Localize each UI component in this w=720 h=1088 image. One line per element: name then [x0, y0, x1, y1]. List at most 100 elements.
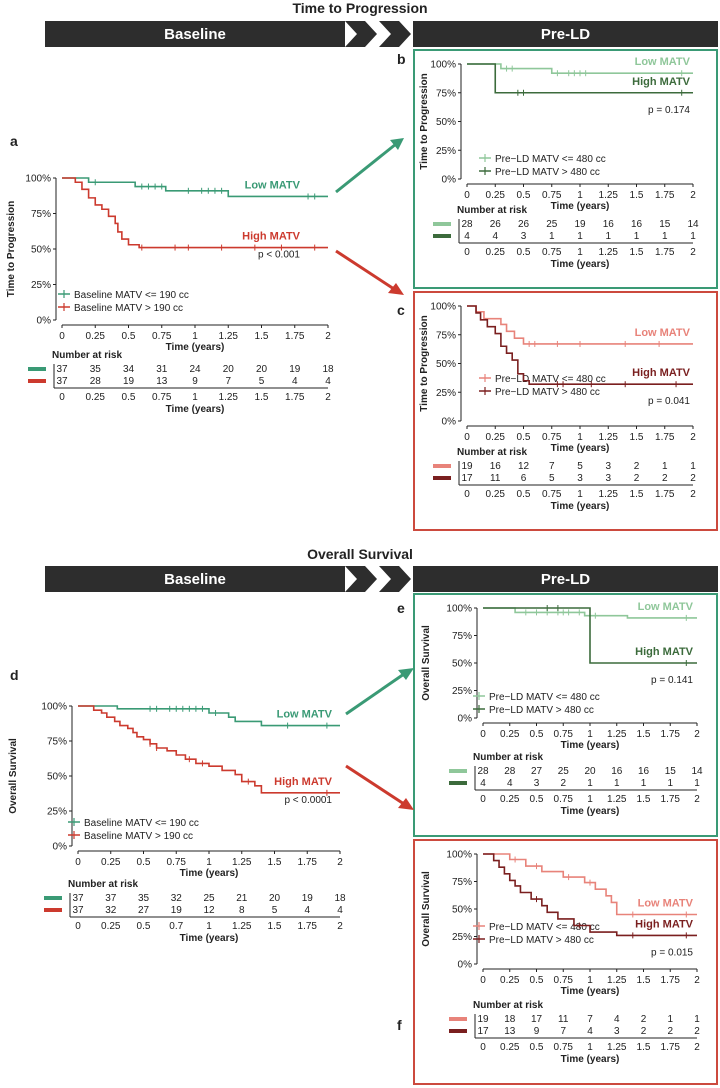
panel-c-frame: [413, 291, 718, 531]
km-curve-high: [483, 607, 697, 664]
legend-entry: Baseline MATV > 190 cc: [74, 303, 183, 314]
risk-value: 9: [192, 376, 198, 387]
series-label-low: Low MATV: [635, 56, 691, 68]
y-tick-label: 25%: [452, 932, 472, 943]
risk-value: 9: [534, 1026, 540, 1037]
y-tick-label: 0%: [37, 316, 52, 327]
risk-x-tick-label: 1: [587, 794, 593, 805]
risk-value: 26: [518, 219, 530, 230]
risk-x-tick-label: 1.75: [661, 1042, 681, 1053]
km-chart-b: 0% 25% 50% 75% 100% 0 0.25 0.5 0.75 1 1.25 1.5 1.75 2…: [419, 56, 699, 270]
risk-value: 37: [72, 893, 84, 904]
risk-value: 25: [558, 766, 570, 777]
y-tick-label: 100%: [430, 60, 456, 71]
risk-value: 1: [694, 1014, 700, 1025]
risk-x-tick-label: 0.5: [517, 489, 531, 500]
x-tick-label: 2: [694, 729, 700, 740]
risk-x-tick-label: 0.25: [101, 921, 121, 932]
risk-value: 2: [560, 778, 566, 789]
x-tick-label: 1.75: [655, 432, 675, 443]
risk-x-tick-label: 0.5: [517, 247, 531, 258]
risk-value: 27: [138, 905, 150, 916]
risk-value: 1: [587, 778, 593, 789]
panel-letter-c: c: [397, 302, 405, 318]
risk-x-tick-label: 0.75: [542, 489, 562, 500]
x-tick-label: 0.75: [542, 190, 562, 201]
risk-value: 12: [203, 905, 215, 916]
risk-x-tick-label: 1.5: [637, 1042, 651, 1053]
risk-x-tick-label: 0.25: [486, 247, 506, 258]
risk-value: 2: [634, 461, 640, 472]
risk-table-title: Number at risk: [473, 752, 543, 763]
risk-value: 37: [72, 905, 84, 916]
y-tick-label: 75%: [436, 88, 456, 99]
x-tick-label: 0.5: [517, 190, 531, 201]
series-label-high: High MATV: [632, 367, 691, 379]
x-axis-label: Time (years): [180, 868, 239, 879]
risk-table-title: Number at risk: [457, 205, 527, 216]
risk-value: 37: [56, 364, 68, 375]
x-tick-label: 2: [337, 857, 343, 868]
risk-row-swatch: [449, 1029, 467, 1033]
panel-letter-e: e: [397, 600, 405, 616]
series-label-low: Low MATV: [638, 601, 694, 613]
risk-table-title: Number at risk: [52, 350, 122, 361]
p-value: p = 0.015: [651, 947, 693, 958]
series-label-high: High MATV: [242, 231, 301, 243]
risk-value: 19: [477, 1014, 489, 1025]
series-label-low: Low MATV: [277, 709, 333, 721]
risk-value: 20: [256, 364, 268, 375]
risk-value: 4: [587, 1026, 593, 1037]
x-tick-label: 0.75: [554, 729, 574, 740]
risk-x-tick-label: 1.5: [268, 921, 282, 932]
risk-x-axis-label: Time (years): [551, 501, 610, 512]
risk-value: 20: [269, 893, 281, 904]
x-tick-label: 0: [480, 729, 486, 740]
risk-value: 7: [560, 1026, 566, 1037]
risk-x-tick-label: 0.25: [500, 1042, 520, 1053]
risk-row-swatch: [433, 476, 451, 480]
y-axis-label: Time to Progression: [419, 315, 430, 412]
risk-x-tick-label: 1.25: [219, 392, 239, 403]
legend-entry: Pre−LD MATV > 480 cc: [489, 935, 594, 946]
risk-value: 11: [490, 473, 501, 484]
legend-entry: Pre−LD MATV <= 480 cc: [489, 692, 600, 703]
risk-x-tick-label: 1.25: [607, 1042, 627, 1053]
x-tick-label: 1.75: [298, 857, 318, 868]
risk-value: 3: [614, 1026, 620, 1037]
risk-x-tick-label: 1.75: [655, 247, 675, 258]
chevron-icon: [345, 566, 411, 592]
x-tick-label: 1.5: [268, 857, 282, 868]
x-tick-label: 0.25: [486, 190, 506, 201]
risk-value: 17: [531, 1014, 543, 1025]
y-axis-label: Overall Survival: [8, 738, 19, 814]
km-chart-f: 0% 25% 50% 75% 100% 0 0.25 0.5 0.75 1 1.25 1.5 1.75 2…: [421, 850, 700, 1066]
risk-value: 1: [667, 1014, 673, 1025]
risk-value: 19: [289, 364, 301, 375]
panel-e-frame: [413, 593, 718, 837]
risk-table-title: Number at risk: [473, 1000, 543, 1011]
risk-x-tick-label: 1.25: [607, 794, 627, 805]
x-tick-label: 1.25: [599, 190, 619, 201]
risk-value: 1: [694, 778, 700, 789]
x-tick-label: 2: [694, 975, 700, 986]
arrow-green-tp: [335, 138, 404, 194]
risk-value: 1: [690, 231, 696, 242]
risk-value: 1: [549, 231, 555, 242]
risk-row-swatch: [44, 908, 62, 912]
x-tick-label: 1.5: [630, 190, 644, 201]
risk-value: 1: [577, 231, 583, 242]
os-title: Overall Survival: [307, 546, 413, 562]
x-tick-label: 0: [59, 331, 65, 342]
banner-baseline-tp: Baseline: [45, 21, 345, 47]
risk-value: 19: [302, 893, 314, 904]
risk-value: 18: [504, 1014, 516, 1025]
risk-x-tick-label: 1.5: [637, 794, 651, 805]
y-tick-label: 100%: [446, 604, 472, 615]
risk-value: 8: [239, 905, 245, 916]
panel-b-frame: [413, 49, 718, 289]
panel-letter-f: f: [397, 1017, 402, 1033]
risk-x-tick-label: 2: [694, 1042, 700, 1053]
risk-x-tick-label: 0.25: [486, 489, 506, 500]
risk-value: 2: [634, 473, 640, 484]
